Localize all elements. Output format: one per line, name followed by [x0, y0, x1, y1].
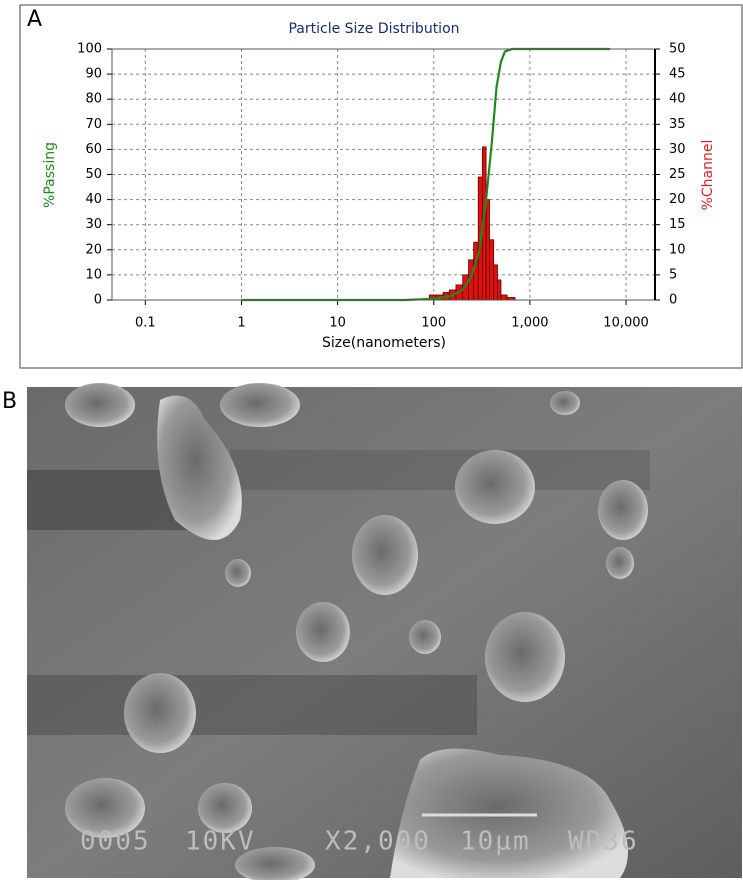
- y2-tick-label: 30: [669, 142, 686, 157]
- y-tick-label: 30: [85, 217, 102, 232]
- x-tick-label: 100: [421, 316, 446, 331]
- y2-axis-label: %Channel: [700, 140, 716, 211]
- bar: [493, 264, 498, 301]
- x-tick-label: 0.1: [135, 316, 156, 331]
- y-tick-label: 20: [85, 242, 102, 257]
- bar: [489, 239, 495, 301]
- sem-image: [27, 383, 742, 880]
- y-tick-label: 10: [85, 267, 102, 282]
- x-tick-label: 1,000: [511, 316, 548, 331]
- x-tick-label: 10: [329, 316, 346, 331]
- y-tick-label: 70: [85, 117, 102, 132]
- y2-tick-label: 50: [669, 42, 686, 57]
- y2-tick-label: 40: [669, 92, 686, 107]
- y-tick-label: 40: [85, 192, 102, 207]
- y2-tick-label: 0: [669, 293, 677, 308]
- y-tick-label: 0: [94, 293, 102, 308]
- panel-label: B: [2, 389, 17, 414]
- y2-tick-label: 20: [669, 192, 686, 207]
- bar: [497, 279, 502, 301]
- y2-tick-label: 45: [669, 67, 686, 82]
- y2-tick-label: 5: [669, 267, 677, 282]
- panel-label: A: [27, 7, 42, 32]
- bar: [500, 294, 508, 301]
- y-tick-label: 100: [77, 42, 102, 57]
- sem-info-text: 0005: [80, 827, 151, 857]
- plot: 0.1 1 10 100 1,000 10,00001020304050607080901…: [77, 42, 685, 331]
- y-tick-label: 50: [85, 167, 102, 182]
- sem-info-text: WD36: [568, 827, 639, 857]
- y2-tick-label: 35: [669, 117, 686, 132]
- bar: [485, 199, 490, 301]
- y2-tick-label: 10: [669, 242, 686, 257]
- sem-info-text: 10KV: [185, 827, 256, 857]
- y-tick-label: 80: [85, 92, 102, 107]
- y-tick-label: 90: [85, 67, 102, 82]
- chart-title: Particle Size Distribution: [288, 21, 459, 37]
- y2-tick-label: 25: [669, 167, 686, 182]
- y-tick-label: 60: [85, 142, 102, 157]
- sem-info-text: 10μm: [460, 827, 531, 857]
- x-tick-label: 10,000: [603, 316, 649, 331]
- bar: [473, 241, 479, 301]
- sem-info: 0005 10KV X2,000 10μm WD36: [80, 827, 639, 857]
- y-axis-label: %Passing: [42, 142, 58, 208]
- x-tick-label: 1: [237, 316, 245, 331]
- x-axis-label: Size(nanometers): [322, 335, 446, 351]
- sem-info-text: X2,000: [325, 827, 431, 857]
- y2-tick-label: 15: [669, 217, 686, 232]
